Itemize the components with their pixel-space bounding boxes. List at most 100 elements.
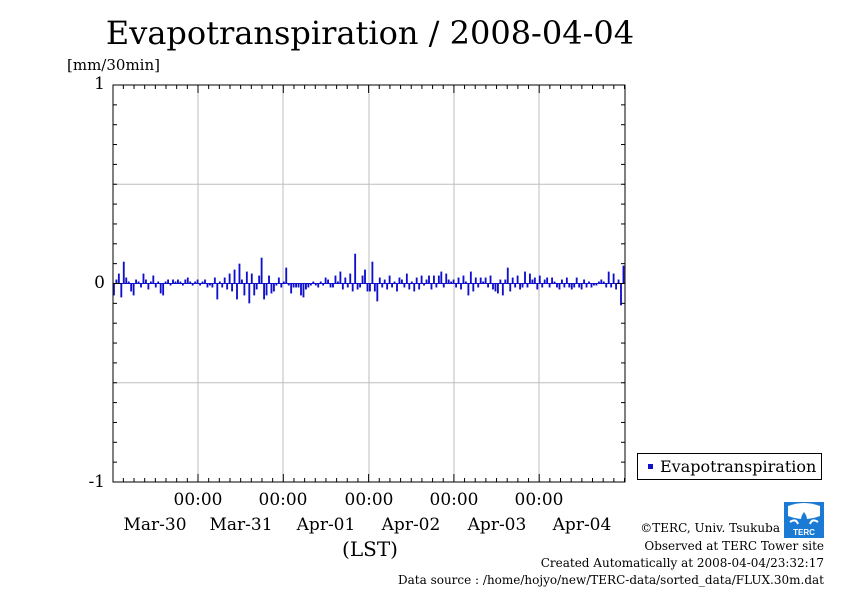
data-bar [270, 283, 273, 294]
data-bar [216, 283, 219, 300]
data-bar [509, 283, 512, 292]
data-bar [157, 281, 160, 284]
data-bar [501, 283, 504, 296]
bar-layer [113, 253, 625, 306]
data-bar [125, 277, 128, 284]
terc-logo-icon: TERC [784, 502, 824, 538]
data-bar [474, 277, 477, 284]
data-bar [595, 283, 598, 286]
data-bar [435, 283, 438, 288]
data-bar [127, 281, 130, 284]
data-bar [359, 283, 361, 288]
data-bar [184, 279, 187, 284]
data-bar [201, 281, 204, 284]
data-bar [186, 277, 189, 284]
created-text: Created Automatically at 2008-04-04/23:3… [540, 556, 824, 570]
data-bar [369, 283, 371, 292]
data-bar [204, 279, 206, 284]
data-bar [260, 257, 263, 284]
data-bar [514, 283, 517, 288]
data-bar [418, 283, 421, 290]
data-bar [506, 267, 509, 284]
frame-layer [112, 84, 626, 483]
data-bar [366, 283, 369, 292]
data-bar [332, 283, 334, 288]
y-tick-label-max: 1 [94, 74, 105, 94]
chart-title: Evapotranspiration / 2008-04-04 [105, 14, 635, 52]
data-bar [263, 283, 265, 300]
data-bar [356, 283, 359, 290]
data-bar [162, 283, 165, 296]
x-time-tick-label: 00:00 [514, 490, 564, 510]
data-bar [482, 281, 485, 284]
data-bar [529, 273, 531, 284]
data-bar [275, 283, 278, 286]
data-bar [543, 279, 546, 284]
data-bar [300, 283, 302, 296]
legend-swatch [648, 464, 653, 469]
data-bar [516, 275, 519, 284]
data-bar [147, 283, 150, 290]
data-bar [391, 283, 393, 288]
data-bar [253, 283, 256, 296]
data-bar [117, 273, 120, 284]
data-bar [179, 281, 182, 284]
data-bar [295, 283, 297, 288]
data-bar [398, 277, 401, 284]
data-bar [329, 283, 332, 288]
data-bar [573, 283, 576, 288]
data-bar [169, 283, 172, 286]
data-bar [548, 283, 551, 288]
data-bar [285, 267, 288, 284]
data-bar [526, 283, 529, 288]
x-date-tick-label: Apr-02 [381, 515, 441, 535]
y-axis-unit-label: [mm/30min] [67, 56, 160, 74]
data-bar [588, 281, 590, 284]
data-bar [159, 283, 162, 294]
data-bar [273, 283, 275, 292]
data-bar [565, 277, 568, 284]
data-bar [405, 273, 408, 284]
x-time-tick-label: 00:00 [429, 490, 479, 510]
data-bar [236, 283, 238, 300]
data-bar [413, 283, 416, 292]
data-bar [349, 273, 352, 284]
data-bar [620, 283, 622, 306]
legend-label: Evapotranspiration [660, 457, 817, 476]
data-bar [499, 279, 502, 284]
data-bar [327, 279, 329, 284]
x-time-tick-label: 00:00 [258, 490, 308, 510]
data-bar [556, 283, 558, 288]
x-date-tick-label: Apr-03 [467, 515, 527, 535]
data-bar [610, 283, 613, 288]
data-bar [258, 275, 261, 284]
data-bar [408, 283, 411, 290]
data-bar [531, 279, 534, 284]
data-bar [226, 283, 229, 290]
data-bar [309, 283, 312, 286]
data-bar [238, 263, 241, 284]
x-date-tick-label: Apr-01 [296, 515, 356, 535]
data-bar [334, 275, 337, 284]
data-bar [600, 279, 603, 284]
data-bar [137, 281, 140, 284]
data-bar [191, 283, 194, 286]
data-bar [593, 283, 595, 286]
data-bar [433, 275, 435, 284]
data-bar [504, 279, 507, 284]
data-bar [437, 275, 440, 284]
data-bar [541, 283, 544, 288]
data-bar [248, 283, 251, 304]
data-bar [319, 281, 322, 284]
data-bar [317, 283, 320, 288]
data-bar [140, 283, 142, 288]
data-bar [403, 283, 406, 288]
data-bar [580, 283, 583, 290]
data-bar [489, 275, 492, 284]
data-bar [457, 277, 460, 284]
data-bar [381, 283, 384, 288]
data-bar [425, 279, 428, 284]
data-bar [383, 279, 386, 284]
data-bar [452, 279, 455, 284]
